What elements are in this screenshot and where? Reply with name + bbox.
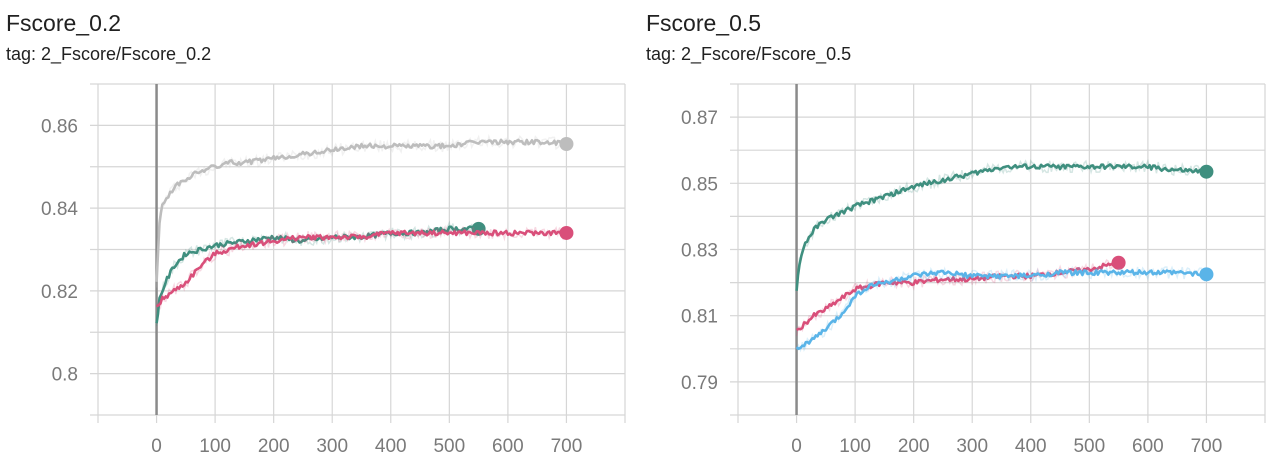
y-tick-label: 0.86 bbox=[41, 116, 78, 137]
series-end-marker bbox=[1199, 164, 1214, 179]
y-tick-label: 0.87 bbox=[681, 108, 718, 129]
series-end-marker bbox=[1199, 267, 1214, 282]
x-tick-label: 700 bbox=[1191, 436, 1223, 457]
series-line bbox=[155, 133, 568, 288]
y-tick-label: 0.8 bbox=[52, 365, 78, 386]
x-tick-label: 300 bbox=[316, 436, 348, 457]
series-line bbox=[795, 265, 1208, 353]
grid bbox=[90, 83, 626, 423]
chart-card-fscore-0-2: Fscore_0.2 tag: 2_Fscore/Fscore_0.2 0.8 0… bbox=[0, 0, 640, 468]
chart-plot: 0.8 0.82 0.84 0.86 0 100 200 300 400 500 600 700 bbox=[41, 83, 626, 457]
x-tick-label: 700 bbox=[551, 436, 583, 457]
x-tick-label: 0 bbox=[151, 436, 162, 457]
x-tick-label: 100 bbox=[839, 436, 871, 457]
y-tick-label: 0.85 bbox=[681, 174, 718, 195]
x-tick-label: 400 bbox=[1015, 436, 1047, 457]
chart-title: Fscore_0.5 bbox=[646, 10, 762, 36]
chart-tag: tag: 2_Fscore/Fscore_0.5 bbox=[646, 44, 852, 64]
y-tick-label: 0.84 bbox=[41, 199, 78, 220]
x-tick-label: 600 bbox=[1132, 436, 1164, 457]
series-line bbox=[795, 158, 1208, 291]
x-tick-label: 300 bbox=[956, 436, 988, 457]
y-tick-label: 0.82 bbox=[41, 282, 78, 303]
x-tick-label: 200 bbox=[898, 436, 930, 457]
x-tick-label: 400 bbox=[375, 436, 407, 457]
x-tick-label: 200 bbox=[258, 436, 290, 457]
y-tick-label: 0.79 bbox=[681, 373, 718, 394]
grid bbox=[730, 83, 1266, 423]
series-end-marker bbox=[559, 136, 574, 151]
chart-title: Fscore_0.2 bbox=[6, 10, 122, 36]
x-tick-label: 600 bbox=[492, 436, 524, 457]
x-tick-label: 500 bbox=[433, 436, 465, 457]
y-tick-label: 0.83 bbox=[681, 241, 718, 262]
x-tick-label: 0 bbox=[791, 436, 802, 457]
series-end-marker bbox=[559, 225, 574, 240]
y-tick-label: 0.81 bbox=[681, 307, 718, 328]
series-end-marker bbox=[1111, 255, 1126, 270]
x-tick-label: 100 bbox=[199, 436, 231, 457]
x-tick-label: 500 bbox=[1073, 436, 1105, 457]
series-line bbox=[155, 224, 568, 310]
chart-card-fscore-0-5: Fscore_0.5 tag: 2_Fscore/Fscore_0.5 0.79… bbox=[640, 0, 1280, 468]
chart-tag: tag: 2_Fscore/Fscore_0.2 bbox=[6, 44, 212, 64]
chart-plot: 0.79 0.81 0.83 0.85 0.87 0 100 200 300 400 500 600 7… bbox=[681, 83, 1266, 457]
